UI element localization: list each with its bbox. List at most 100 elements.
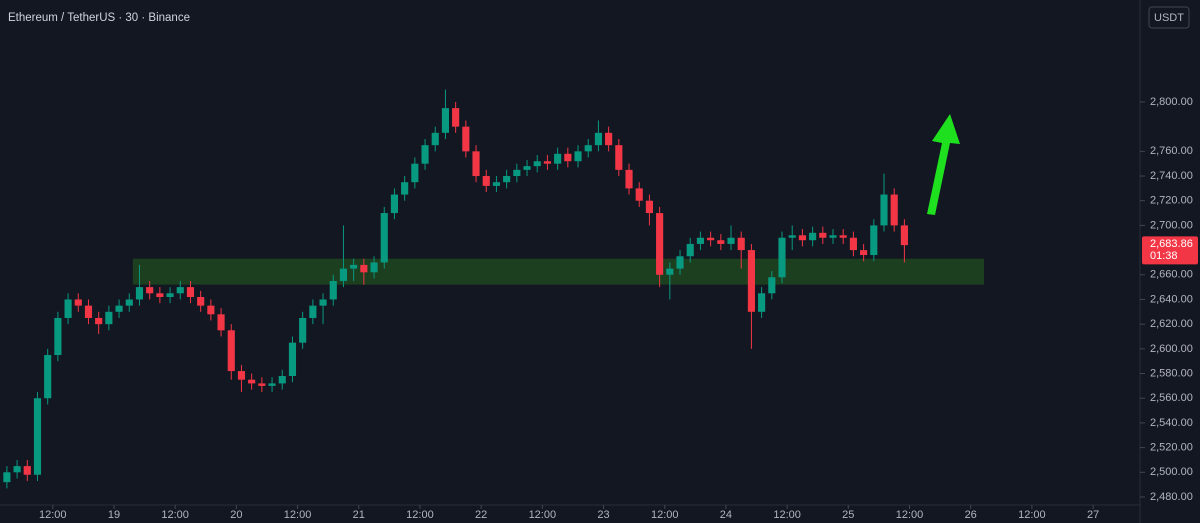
- x-tick-label: 12:00: [39, 509, 67, 521]
- candle-body: [727, 237, 735, 244]
- y-tick-label: 2,720.00: [1150, 195, 1193, 207]
- candle-body: [186, 287, 195, 298]
- candle-body: [890, 194, 898, 226]
- last-price-label: 2,683.86: [1150, 238, 1193, 250]
- candle-body: [105, 311, 113, 325]
- candle-body: [115, 305, 123, 312]
- candle-body: [554, 153, 562, 164]
- candle-body: [84, 305, 93, 318]
- candle-body: [380, 213, 388, 263]
- candle-body: [125, 299, 133, 306]
- x-tick-label: 27: [1087, 509, 1099, 521]
- y-tick-label: 2,620.00: [1150, 318, 1193, 330]
- candle-body: [146, 287, 154, 294]
- zone-layer: [132, 258, 984, 285]
- y-tick-label: 2,560.00: [1150, 392, 1193, 404]
- candle-body: [584, 145, 592, 152]
- candle-body: [523, 166, 531, 170]
- y-tick-label: 2,500.00: [1150, 466, 1193, 478]
- candle-body: [615, 145, 623, 170]
- candle-body: [33, 398, 42, 475]
- candle-body: [513, 169, 521, 177]
- x-tick-label: 12:00: [161, 509, 189, 521]
- candle-body: [135, 287, 144, 300]
- candle-body: [411, 163, 419, 183]
- x-tick-label: 12:00: [651, 509, 679, 521]
- candle-body: [707, 237, 715, 241]
- candle-body: [696, 237, 704, 244]
- candle-body: [401, 182, 409, 195]
- candle-body: [594, 132, 602, 146]
- y-tick-label: 2,760.00: [1150, 145, 1193, 157]
- last-price-box: [1142, 236, 1198, 265]
- candle-body: [237, 371, 246, 380]
- candle-body: [299, 317, 307, 343]
- x-tick-label: 12:00: [284, 509, 312, 521]
- candle-body: [829, 235, 837, 238]
- candle-body: [605, 132, 613, 146]
- candle-body: [737, 237, 745, 251]
- candle-body: [482, 176, 490, 186]
- x-tick-label: 12:00: [1018, 509, 1046, 521]
- currency-label[interactable]: USDT: [1154, 12, 1184, 24]
- candle-body: [197, 297, 205, 306]
- y-tick-label: 2,480.00: [1150, 491, 1193, 503]
- candle-body: [166, 293, 174, 298]
- y-tick-label: 2,580.00: [1150, 367, 1193, 379]
- y-tick-label: 2,740.00: [1150, 170, 1193, 182]
- x-tick-label: 24: [720, 509, 732, 521]
- candle-body: [421, 145, 429, 164]
- x-tick-label: 12:00: [529, 509, 557, 521]
- x-tick-label: 26: [965, 509, 977, 521]
- candle-body: [860, 250, 868, 256]
- x-tick-label: 22: [475, 509, 487, 521]
- candle-body: [747, 250, 755, 312]
- candle-body: [758, 293, 766, 312]
- candle-body: [870, 225, 878, 256]
- candle-body: [503, 176, 511, 183]
- candle-body: [248, 379, 256, 384]
- candle-body: [350, 264, 358, 269]
- candle-body: [798, 235, 806, 241]
- candle-body: [635, 188, 643, 201]
- candle-body: [778, 237, 786, 278]
- candle-body: [462, 126, 470, 152]
- candle-body: [880, 194, 888, 226]
- candle-body: [288, 342, 297, 377]
- candle-body: [533, 161, 541, 167]
- countdown-label: 01:38: [1150, 250, 1178, 262]
- candle-body: [452, 108, 460, 127]
- y-tick-label: 2,700.00: [1150, 219, 1193, 231]
- candle-body: [492, 182, 501, 186]
- candle-body: [390, 194, 399, 214]
- candle-body: [329, 280, 337, 300]
- candle-body: [309, 305, 317, 318]
- candle-body: [370, 262, 378, 273]
- candle-body: [95, 317, 103, 325]
- y-tick-label: 2,540.00: [1150, 417, 1193, 429]
- support-zone: [132, 258, 984, 285]
- y-tick-label: 2,600.00: [1150, 343, 1193, 355]
- y-tick-label: 2,660.00: [1150, 269, 1193, 281]
- candle-body: [54, 317, 62, 356]
- candle-body: [768, 277, 776, 294]
- candle-body: [217, 314, 225, 331]
- candle-body: [176, 287, 184, 294]
- candle-body: [319, 299, 327, 306]
- candle-body: [543, 161, 552, 164]
- candle-body: [74, 299, 82, 306]
- candle-body: [676, 256, 684, 269]
- candle-body: [207, 305, 215, 315]
- candle-body: [809, 232, 817, 241]
- x-tick-label: 12:00: [773, 509, 801, 521]
- currency-button[interactable]: [1148, 6, 1190, 29]
- candle-body: [819, 232, 827, 238]
- candle-body: [900, 225, 908, 246]
- candle-body: [268, 383, 276, 386]
- x-tick-label: 25: [842, 509, 854, 521]
- candle-body: [431, 132, 439, 146]
- candle-body: [360, 264, 368, 273]
- candle-body: [23, 466, 31, 475]
